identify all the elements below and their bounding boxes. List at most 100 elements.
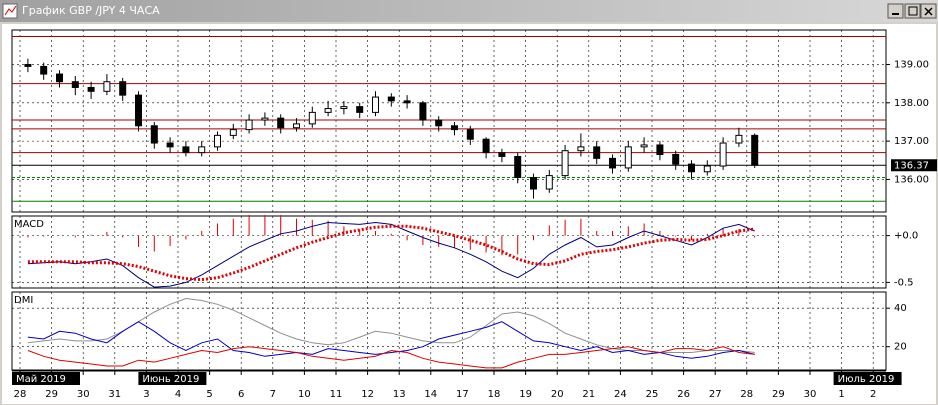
- candle-body: [372, 96, 379, 113]
- x-tick-label: 10: [298, 389, 311, 400]
- x-tick-label: 29: [45, 389, 58, 400]
- x-tick-label: 14: [424, 389, 437, 400]
- candle-body: [609, 157, 616, 169]
- candle-body: [577, 146, 585, 152]
- minimize-button[interactable]: [887, 3, 904, 19]
- candle-body: [703, 165, 711, 173]
- candle-body: [656, 144, 664, 156]
- y-tick-label: 20: [894, 342, 907, 353]
- x-tick-label: 28: [14, 389, 27, 400]
- y-tick-label: 40: [894, 303, 907, 314]
- x-tick-label: 11: [330, 389, 343, 400]
- panel-frame: [11, 215, 887, 289]
- x-tick-label: 27: [709, 389, 722, 400]
- candle-body: [419, 102, 427, 121]
- candle-body: [561, 150, 569, 177]
- candle-body: [530, 177, 537, 190]
- candle-body: [103, 81, 111, 92]
- candle-body: [261, 117, 269, 121]
- candle-body: [435, 119, 443, 127]
- window-title: График GBP /JPY 4 ЧАСА: [22, 4, 160, 17]
- candle-body: [40, 65, 48, 75]
- chart-area: [2, 24, 936, 404]
- y-tick-label: -0.5: [894, 277, 914, 288]
- x-tick-label: 13: [393, 389, 406, 400]
- candle-body: [735, 134, 743, 144]
- y-tick-label: 137.00: [894, 136, 929, 147]
- candle-body: [87, 86, 95, 92]
- maximize-button[interactable]: [904, 3, 921, 19]
- x-tick-label: 3: [143, 389, 149, 400]
- candle-body: [293, 123, 300, 129]
- candle-body: [340, 106, 348, 110]
- title-bar: [0, 0, 938, 22]
- x-tick-label: 20: [551, 389, 564, 400]
- candle-body: [640, 144, 648, 148]
- x-tick-label: 12: [361, 389, 374, 400]
- series-line: [27, 321, 755, 359]
- x-tick-label: 26: [677, 389, 690, 400]
- candle-body: [498, 152, 506, 157]
- candle-body: [719, 142, 727, 167]
- series-line: [27, 346, 755, 369]
- x-tick-label: 24: [614, 389, 627, 400]
- candle-body: [387, 96, 395, 102]
- candle-body: [135, 94, 142, 127]
- x-tick-label: 5: [206, 389, 212, 400]
- panel-frame: [11, 29, 887, 213]
- candle-body: [751, 134, 759, 166]
- month-label-box: [12, 372, 80, 385]
- panel-title: DMI: [14, 295, 33, 306]
- window-buttons[interactable]: [887, 3, 937, 19]
- x-tick-label: 31: [108, 389, 121, 400]
- x-tick-label: 1: [838, 389, 844, 400]
- y-tick-label: +0.0: [894, 231, 918, 242]
- x-tick-label: 21: [582, 389, 595, 400]
- window-icon-line: [4, 5, 17, 16]
- candle-body: [166, 142, 174, 148]
- series-line: [27, 297, 755, 353]
- current-price-label: 136.37: [894, 160, 929, 171]
- candle-body: [150, 125, 158, 144]
- candle-body: [514, 155, 522, 179]
- candle-body: [245, 119, 253, 131]
- x-tick-label: 18: [488, 389, 501, 400]
- y-tick-label: 138.00: [894, 98, 929, 109]
- x-tick-label: 6: [238, 389, 244, 400]
- month-label: Июль 2019: [838, 374, 895, 385]
- current-price-box: [891, 159, 937, 172]
- series-line: [27, 224, 755, 282]
- candle-body: [451, 125, 458, 131]
- x-tick-label: 19: [519, 389, 532, 400]
- candle-body: [24, 63, 32, 67]
- candle-body: [56, 73, 63, 83]
- x-tick-label: 7: [270, 389, 276, 400]
- x-tick-label: 30: [77, 389, 90, 400]
- month-label: Май 2019: [16, 374, 66, 385]
- candle-body: [119, 81, 127, 96]
- candle-body: [672, 154, 680, 165]
- candle-body: [624, 146, 632, 169]
- candle-body: [308, 111, 316, 125]
- candle-body: [356, 106, 364, 113]
- month-label-box: [138, 372, 207, 385]
- panel-title: MACD: [14, 219, 44, 230]
- x-tick-label: 17: [456, 389, 469, 400]
- x-tick-label: 4: [175, 389, 181, 400]
- x-tick-label: 29: [772, 389, 785, 400]
- y-tick-label: 136.00: [894, 174, 929, 185]
- window-icon: [2, 3, 18, 19]
- panel-frame: [11, 291, 887, 371]
- candle-body: [229, 129, 237, 136]
- candle-body: [71, 81, 79, 88]
- candle-body: [688, 163, 695, 173]
- x-tick-label: 28: [740, 389, 753, 400]
- candle-body: [466, 129, 474, 140]
- month-label-box: [833, 372, 902, 385]
- candle-body: [277, 117, 285, 129]
- candle-body: [482, 138, 490, 154]
- candle-body: [403, 100, 411, 104]
- candle-body: [182, 146, 190, 154]
- month-label: Июнь 2019: [142, 374, 199, 385]
